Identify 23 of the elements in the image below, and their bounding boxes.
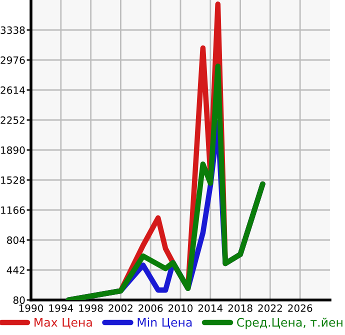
x-tick-label: 2026 [288,304,312,312]
y-tick-label: 2976 [0,56,25,64]
x-tick-label: 2022 [258,304,282,312]
y-tick-label: 804 [7,236,25,244]
y-tick-label: 1166 [1,206,25,214]
x-tick-label: 1994 [49,304,74,312]
x-tick-label: 2002 [108,304,132,312]
x-tick-label: 1998 [79,304,103,312]
y-tick-label: 1890 [1,146,25,154]
y-tick-label: 1528 [1,176,25,184]
x-tick-label: 2014 [198,304,223,312]
y-tick-label: 2614 [0,86,25,94]
x-tick-label: 2010 [168,304,193,312]
y-tick-label: 2252 [0,116,24,124]
legend-label: Max Цена [34,318,92,328]
legend-label: Сред.Цена, т.йен [237,318,342,330]
y-tick-label: 80 [13,296,25,304]
x-tick-label: 1990 [19,304,44,312]
legend-label: Min Цена [138,318,192,328]
x-tick-label: 2006 [138,304,163,312]
y-tick-label: 442 [6,266,24,274]
y-tick-label: 3338 [0,26,25,34]
x-tick-label: 2018 [228,304,252,312]
